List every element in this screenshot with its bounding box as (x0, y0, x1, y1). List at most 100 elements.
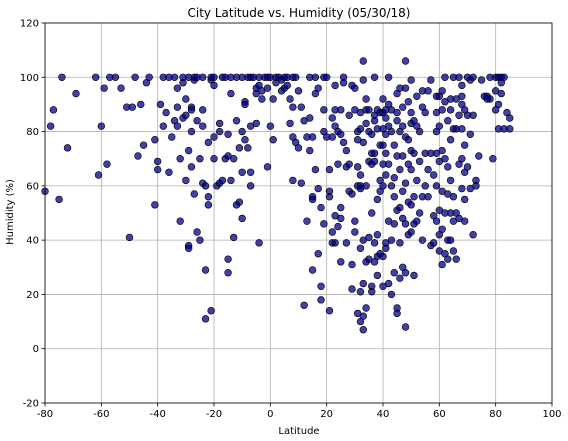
data-point (408, 201, 415, 208)
data-point (247, 182, 254, 189)
data-point (182, 112, 189, 119)
data-point (168, 134, 175, 141)
data-point (326, 166, 333, 173)
data-point (151, 136, 158, 143)
x-tick-label: -80 (37, 409, 53, 420)
data-point (228, 177, 235, 184)
data-point (357, 172, 364, 179)
data-point (447, 237, 454, 244)
x-tick-label: 100 (542, 409, 561, 420)
data-point (244, 144, 251, 151)
data-point (450, 193, 457, 200)
data-point (174, 85, 181, 92)
data-point (487, 74, 494, 81)
data-point (458, 82, 465, 89)
data-point (371, 150, 378, 157)
data-point (408, 229, 415, 236)
data-point (332, 239, 339, 246)
data-point (397, 239, 404, 246)
data-point (177, 155, 184, 162)
data-point (267, 123, 274, 130)
data-point (439, 106, 446, 113)
data-point (458, 185, 465, 192)
data-point (312, 74, 319, 81)
data-point (202, 315, 209, 322)
data-point (408, 77, 415, 84)
data-point (337, 131, 344, 138)
data-point (329, 229, 336, 236)
data-point (444, 117, 451, 124)
data-point (146, 74, 153, 81)
data-point (422, 109, 429, 116)
data-point (399, 188, 406, 195)
data-point (402, 220, 409, 227)
data-point (411, 150, 418, 157)
data-point (357, 245, 364, 252)
data-point (456, 74, 463, 81)
data-point (394, 109, 401, 116)
data-point (315, 250, 322, 257)
y-tick-label: 0 (33, 344, 39, 355)
data-point (405, 136, 412, 143)
data-point (216, 120, 223, 127)
data-point (368, 210, 375, 217)
data-point (354, 163, 361, 170)
y-tick-label: 80 (26, 127, 39, 138)
data-point (132, 74, 139, 81)
data-point (394, 310, 401, 317)
data-point (413, 218, 420, 225)
data-point (188, 163, 195, 170)
data-point (447, 106, 454, 113)
data-point (326, 307, 333, 314)
data-point (425, 166, 432, 173)
data-point (444, 256, 451, 263)
data-point (385, 74, 392, 81)
data-point (366, 106, 373, 113)
data-point (380, 182, 387, 189)
data-point (326, 188, 333, 195)
data-point (264, 163, 271, 170)
data-point (171, 74, 178, 81)
x-tick-label: 20 (320, 409, 333, 420)
data-point (439, 87, 446, 94)
data-point (458, 125, 465, 132)
data-point (228, 90, 235, 97)
data-point (315, 85, 322, 92)
data-point (182, 96, 189, 103)
data-point (346, 161, 353, 168)
data-point (270, 136, 277, 143)
data-point (388, 291, 395, 298)
data-point (174, 123, 181, 130)
data-point (461, 142, 468, 149)
data-point (154, 158, 161, 165)
data-point (351, 85, 358, 92)
y-tick-label: 40 (26, 236, 39, 247)
data-point (397, 275, 404, 282)
data-point (450, 248, 457, 255)
data-point (382, 245, 389, 252)
data-point (427, 77, 434, 84)
data-point (382, 172, 389, 179)
data-point (343, 239, 350, 246)
data-point (349, 191, 356, 198)
data-point (320, 106, 327, 113)
x-axis-label: Latitude (278, 426, 319, 437)
data-point (425, 193, 432, 200)
data-point (301, 302, 308, 309)
data-point (337, 258, 344, 265)
data-point (467, 131, 474, 138)
y-tick-label: 120 (20, 19, 39, 30)
data-point (295, 87, 302, 94)
data-point (160, 123, 167, 130)
data-point (363, 305, 370, 312)
data-point (298, 104, 305, 111)
data-point (264, 85, 271, 92)
data-point (73, 90, 80, 97)
data-point (287, 96, 294, 103)
data-point (489, 155, 496, 162)
data-point (329, 115, 336, 122)
data-point (236, 199, 243, 206)
data-point (416, 158, 423, 165)
data-point (402, 269, 409, 276)
